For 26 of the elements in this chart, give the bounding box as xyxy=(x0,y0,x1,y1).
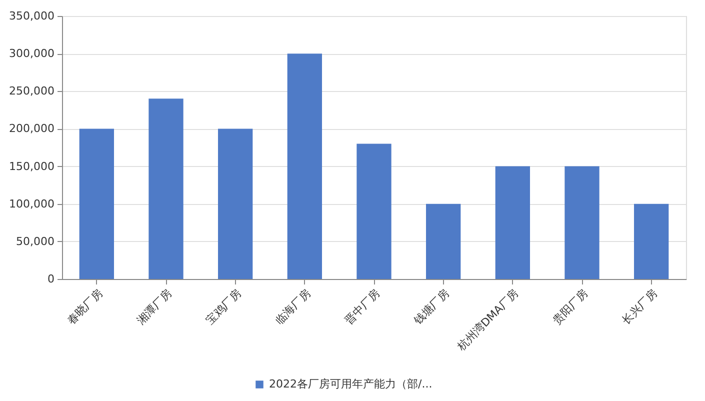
y-tick-label: 100,000 xyxy=(9,197,54,210)
y-tick-label: 300,000 xyxy=(9,47,54,60)
bar xyxy=(356,144,392,279)
x-tick-label: 临海厂房 xyxy=(272,286,314,328)
bar xyxy=(148,98,184,279)
x-tick-label: 晋中厂房 xyxy=(342,286,382,328)
y-tick-label: 250,000 xyxy=(9,84,54,98)
bar xyxy=(218,128,253,279)
bar xyxy=(79,128,114,279)
bar xyxy=(495,166,530,279)
legend-label: 2022各厂房可用年产能力（部/... xyxy=(269,378,432,390)
x-tick-label: 春晓厂房 xyxy=(64,286,106,328)
x-tick-label: 长兴厂房 xyxy=(620,286,660,328)
y-tick-label: 50,000 xyxy=(16,234,54,248)
x-tick-label: 宝鸡厂房 xyxy=(204,286,244,328)
x-tick-label: 钱塘厂房 xyxy=(410,286,452,328)
bar xyxy=(634,204,669,279)
y-tick-label: 0 xyxy=(48,272,54,286)
x-tick-label: 贵阳厂房 xyxy=(550,286,590,328)
bar xyxy=(564,166,600,279)
x-tick-label: 湘潭厂房 xyxy=(134,286,174,328)
bar xyxy=(426,204,461,279)
y-tick-label: 350,000 xyxy=(9,10,54,22)
bar xyxy=(287,54,322,279)
y-tick-label: 200,000 xyxy=(9,122,54,136)
y-tick-label: 150,000 xyxy=(9,160,54,173)
